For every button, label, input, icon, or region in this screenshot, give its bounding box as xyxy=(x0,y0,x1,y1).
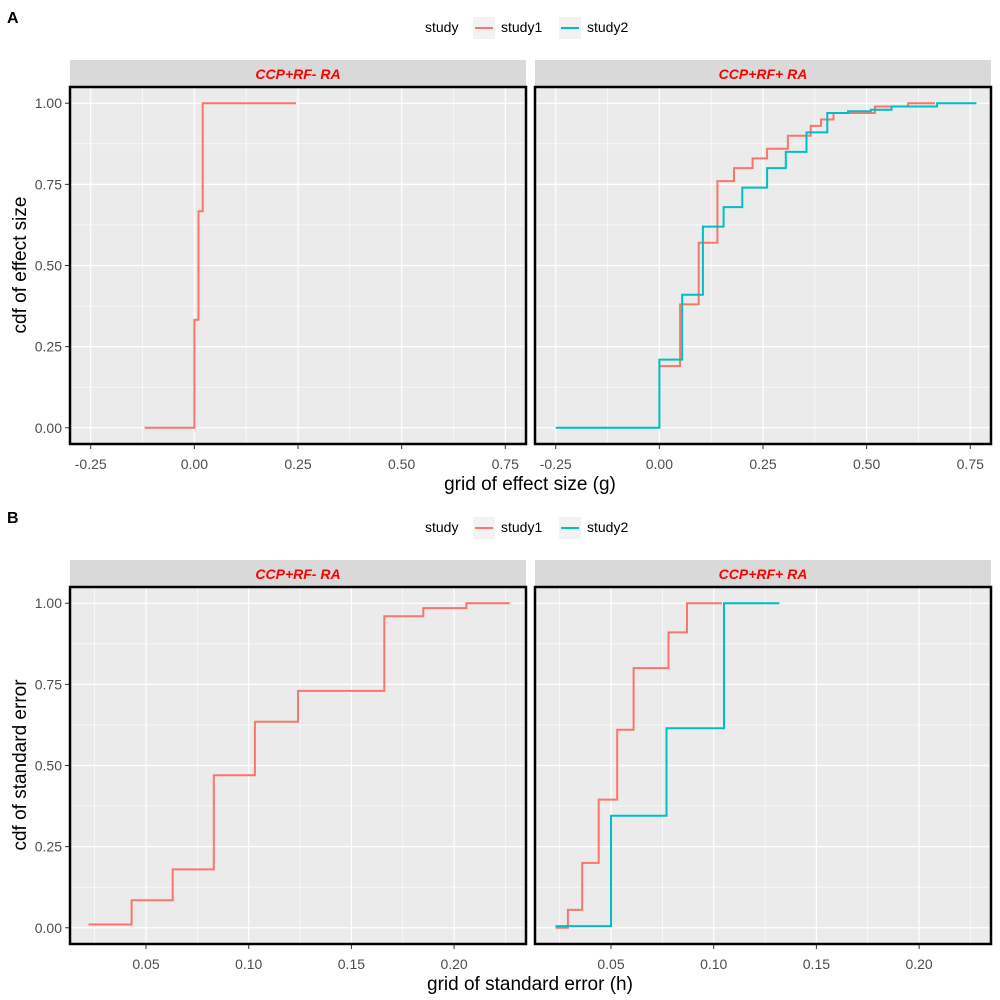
x-tick-label: 0.00 xyxy=(181,456,208,472)
y-tick-label: 0.50 xyxy=(35,758,62,774)
facet-strip-label: CCP+RF- RA xyxy=(255,566,340,582)
facet-strip-label: CCP+RF+ RA xyxy=(719,566,808,582)
x-tick-label: 0.50 xyxy=(853,456,880,472)
x-tick-label: 0.05 xyxy=(597,956,624,972)
x-tick-label: 0.50 xyxy=(388,456,415,472)
legend: study study1 study2 xyxy=(425,517,628,539)
y-axis-title: cdf of standard error xyxy=(10,679,31,851)
x-tick-label: 0.05 xyxy=(132,956,159,972)
x-tick-label: -0.25 xyxy=(540,456,572,472)
facet-strip xyxy=(70,560,526,587)
x-tick-label: 0.75 xyxy=(492,456,519,472)
legend-title: study xyxy=(425,519,458,535)
x-axis-title: grid of standard error (h) xyxy=(427,974,633,995)
x-tick-label: 0.75 xyxy=(957,456,984,472)
x-axis-title: grid of effect size (g) xyxy=(444,474,616,495)
facet-B-2: CCP+RF+ RA 0.05 0.10 0.15 0.20 xyxy=(533,560,993,972)
y-tick-label: 0.75 xyxy=(35,176,62,192)
facet-A-1: CCP+RF- RA -0.25 0.00 0.25 0.50 0.75 0.00 0.25 0… xyxy=(35,60,528,472)
facet-strip xyxy=(535,60,991,87)
x-tick-label: 0.10 xyxy=(700,956,727,972)
series-line-study2 xyxy=(555,602,780,928)
x-tick-label: 0.15 xyxy=(338,956,365,972)
x-tick-label: 0.25 xyxy=(749,456,776,472)
facet-strip xyxy=(535,560,991,587)
x-tick-label: 0.15 xyxy=(803,956,830,972)
series-line-study1 xyxy=(88,602,510,926)
facet-A-2: CCP+RF+ RA -0.25 0.00 0.25 0.50 0.75 xyxy=(533,60,993,472)
series-line-study1 xyxy=(659,102,935,368)
panel-border xyxy=(533,585,993,946)
panel-label: A xyxy=(7,10,19,27)
legend-item-study2: study2 xyxy=(587,519,628,535)
legend-title: study xyxy=(425,19,458,35)
x-tick-label: 0.00 xyxy=(646,456,673,472)
panel-border xyxy=(533,85,993,446)
y-tick-label: 1.00 xyxy=(35,595,62,611)
panel-border xyxy=(68,585,528,946)
panel-border xyxy=(68,85,528,446)
facet-strip-label: CCP+RF- RA xyxy=(255,66,340,82)
facet-strip xyxy=(70,60,526,87)
y-axis-title: cdf of effect size xyxy=(10,197,31,334)
series-line-study1 xyxy=(555,602,722,929)
series-line-study1 xyxy=(144,102,296,429)
y-tick-label: 0.75 xyxy=(35,676,62,692)
y-tick-label: 0.25 xyxy=(35,839,62,855)
y-tick-label: 0.50 xyxy=(35,258,62,274)
facet-B-1: CCP+RF- RA 0.05 0.10 0.15 0.20 0.00 0.25 0.50 0.… xyxy=(35,560,528,972)
y-tick-label: 0.25 xyxy=(35,339,62,355)
x-tick-label: 0.25 xyxy=(284,456,311,472)
legend: study study1 study2 xyxy=(425,17,628,39)
legend-item-study1: study1 xyxy=(501,19,542,35)
y-tick-label: 0.00 xyxy=(35,920,62,936)
panel-label: B xyxy=(7,510,19,527)
x-tick-label: 0.20 xyxy=(905,956,932,972)
facet-strip-label: CCP+RF+ RA xyxy=(719,66,808,82)
x-tick-label: -0.25 xyxy=(75,456,107,472)
legend-item-study2: study2 xyxy=(587,19,628,35)
y-tick-label: 0.00 xyxy=(35,420,62,436)
y-tick-label: 1.00 xyxy=(35,95,62,111)
x-tick-label: 0.20 xyxy=(440,956,467,972)
legend-item-study1: study1 xyxy=(501,519,542,535)
series-line-study2 xyxy=(555,102,977,429)
x-tick-label: 0.10 xyxy=(235,956,262,972)
